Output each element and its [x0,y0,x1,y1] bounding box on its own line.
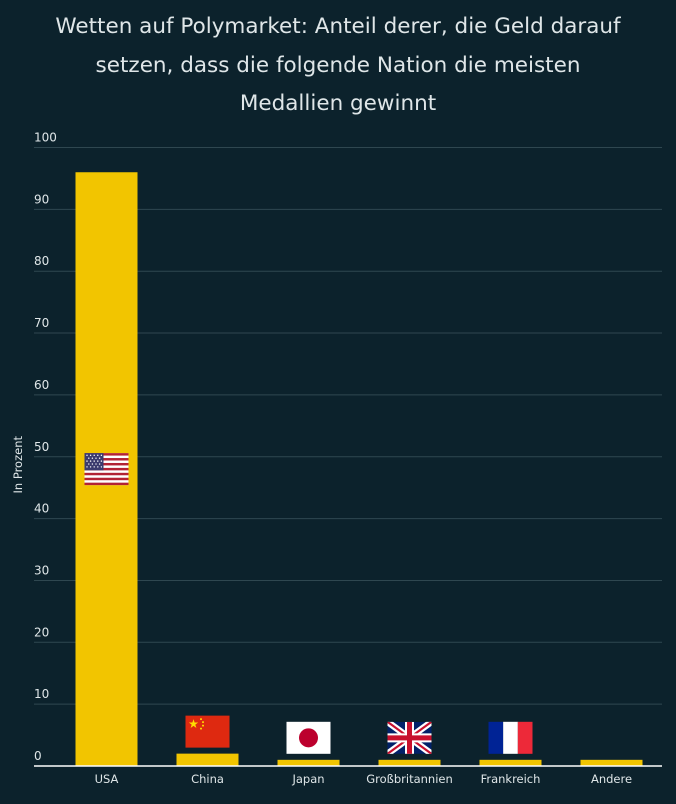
grid-lines [34,147,662,705]
bar-großbritannien [378,759,441,766]
x-category-label: Großbritannien [366,772,453,786]
bar-china [176,753,239,766]
bars [75,172,643,767]
chart-title-line-3: Medallien gewinnt [239,91,437,116]
x-category-label: China [191,772,224,786]
bar-frankreich [479,759,542,766]
bar-andere [580,759,643,766]
x-category-label: Andere [591,772,632,786]
y-tick-label: 0 [34,749,42,763]
y-tick-label: 80 [34,254,49,268]
y-tick-label: 90 [34,192,49,206]
uk-flag-icon [387,721,432,754]
y-tick-label: 70 [34,316,49,330]
china-flag-icon [185,715,230,748]
us-flag-icon [84,453,129,486]
y-axis-label: In Prozent [11,436,25,494]
japan-flag-icon [286,721,331,754]
bar-japan [277,759,340,766]
y-tick-label: 40 [34,502,49,516]
x-category-label: Japan [291,772,324,786]
chart-title-line-2: setzen, dass die folgende Nation die mei… [95,52,581,78]
y-tick-label: 20 [34,625,49,639]
chart-title: Wetten auf Polymarket: Anteil derer, die… [0,8,676,124]
chart-title-line-1: Wetten auf Polymarket: Anteil derer, die… [55,14,621,39]
y-tick-label: 10 [34,687,49,701]
y-tick-label: 50 [34,440,49,454]
x-category-label: Frankreich [481,772,541,786]
x-category-label: USA [95,772,119,786]
france-flag-icon [488,721,533,754]
x-category-labels: USA China Japan Großbritannien Frankreich And… [95,772,632,786]
y-tick-label: 30 [34,563,49,577]
y-tick-label: 60 [34,378,49,392]
y-tick-labels: 0 10 20 30 40 50 60 70 80 90 100 [34,131,57,764]
y-tick-label: 100 [34,131,57,145]
